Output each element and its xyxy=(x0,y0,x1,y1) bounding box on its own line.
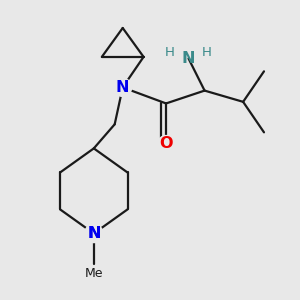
Text: N: N xyxy=(87,226,101,241)
Text: H: H xyxy=(165,46,175,59)
Text: H: H xyxy=(202,46,212,59)
Circle shape xyxy=(85,224,103,242)
Text: O: O xyxy=(159,136,173,151)
Text: Me: Me xyxy=(85,267,103,280)
Circle shape xyxy=(114,78,132,96)
Circle shape xyxy=(85,224,103,242)
Circle shape xyxy=(158,136,174,152)
Text: N: N xyxy=(87,226,101,241)
Text: N: N xyxy=(116,80,130,95)
Text: N: N xyxy=(182,51,195,66)
